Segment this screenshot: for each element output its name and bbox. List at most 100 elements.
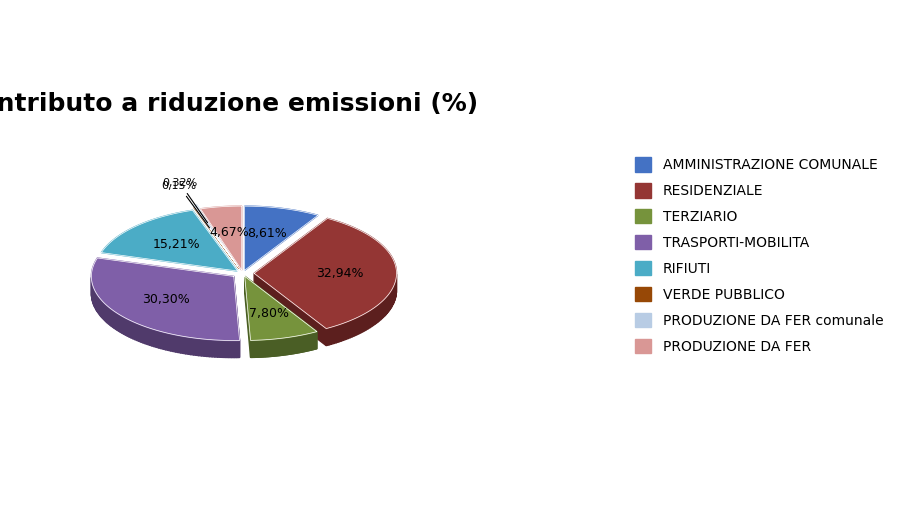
Polygon shape <box>135 322 137 340</box>
Text: 4,67%: 4,67% <box>209 225 249 239</box>
Polygon shape <box>254 273 326 345</box>
Polygon shape <box>200 206 241 270</box>
Polygon shape <box>103 301 104 319</box>
Polygon shape <box>126 318 127 336</box>
Polygon shape <box>371 309 373 327</box>
Polygon shape <box>360 315 362 333</box>
Text: 8,61%: 8,61% <box>247 227 287 240</box>
Polygon shape <box>118 314 120 332</box>
Text: 30,30%: 30,30% <box>143 293 190 307</box>
Polygon shape <box>376 305 377 323</box>
Polygon shape <box>175 335 178 353</box>
Polygon shape <box>188 337 191 355</box>
Title: Contributo a riduzione emissioni (%): Contributo a riduzione emissioni (%) <box>0 92 478 116</box>
Polygon shape <box>340 323 343 341</box>
Polygon shape <box>113 310 114 328</box>
Polygon shape <box>388 293 389 311</box>
Polygon shape <box>364 313 366 331</box>
Polygon shape <box>100 299 101 317</box>
Polygon shape <box>386 295 387 314</box>
Polygon shape <box>196 338 199 356</box>
Polygon shape <box>116 312 117 330</box>
Polygon shape <box>336 325 339 343</box>
Polygon shape <box>384 298 386 316</box>
Polygon shape <box>228 340 231 358</box>
Polygon shape <box>377 304 379 322</box>
Polygon shape <box>245 276 316 349</box>
Polygon shape <box>368 311 369 329</box>
Polygon shape <box>231 340 234 358</box>
Polygon shape <box>199 338 201 356</box>
Text: 7,80%: 7,80% <box>248 307 289 320</box>
Text: 15,21%: 15,21% <box>153 238 200 251</box>
Polygon shape <box>181 336 183 354</box>
Polygon shape <box>114 311 116 329</box>
Polygon shape <box>178 335 181 353</box>
Polygon shape <box>133 322 135 340</box>
Polygon shape <box>245 276 316 340</box>
Polygon shape <box>348 320 349 339</box>
Polygon shape <box>204 339 207 356</box>
Polygon shape <box>106 305 107 323</box>
Polygon shape <box>245 206 318 270</box>
Polygon shape <box>152 329 154 346</box>
Polygon shape <box>212 340 215 357</box>
Polygon shape <box>194 207 239 268</box>
Polygon shape <box>234 340 237 358</box>
Polygon shape <box>145 327 147 344</box>
Polygon shape <box>131 321 133 339</box>
Polygon shape <box>101 211 237 271</box>
Polygon shape <box>343 322 345 340</box>
Polygon shape <box>375 306 376 324</box>
Polygon shape <box>104 303 105 321</box>
Polygon shape <box>379 303 380 321</box>
Polygon shape <box>117 313 118 331</box>
Polygon shape <box>380 301 382 320</box>
Polygon shape <box>108 307 110 325</box>
Polygon shape <box>91 258 239 340</box>
Polygon shape <box>147 328 150 345</box>
Polygon shape <box>171 334 173 352</box>
Polygon shape <box>154 330 156 347</box>
Polygon shape <box>191 338 193 355</box>
Polygon shape <box>245 276 250 358</box>
Polygon shape <box>207 339 209 357</box>
Text: 0,15%: 0,15% <box>162 181 209 228</box>
Polygon shape <box>329 327 330 345</box>
Polygon shape <box>383 299 384 317</box>
Polygon shape <box>159 331 161 349</box>
Polygon shape <box>326 328 329 345</box>
Polygon shape <box>369 310 371 328</box>
Polygon shape <box>356 317 358 335</box>
Polygon shape <box>373 307 375 326</box>
Polygon shape <box>193 338 196 355</box>
Polygon shape <box>352 319 354 337</box>
Polygon shape <box>201 339 204 356</box>
Text: 32,94%: 32,94% <box>315 267 363 280</box>
Legend: AMMINISTRAZIONE COMUNALE, RESIDENZIALE, TERZIARIO, TRASPORTI-MOBILITA, RIFIUTI, : AMMINISTRAZIONE COMUNALE, RESIDENZIALE, … <box>634 157 882 354</box>
Polygon shape <box>226 340 228 358</box>
Polygon shape <box>173 334 175 352</box>
Polygon shape <box>163 332 165 350</box>
Polygon shape <box>156 330 159 348</box>
Polygon shape <box>183 336 186 354</box>
Polygon shape <box>110 308 111 326</box>
Polygon shape <box>186 337 188 354</box>
Polygon shape <box>254 218 396 329</box>
Polygon shape <box>339 324 340 342</box>
Polygon shape <box>345 321 348 339</box>
Polygon shape <box>124 317 126 335</box>
Polygon shape <box>122 316 124 334</box>
Polygon shape <box>234 276 239 358</box>
Polygon shape <box>161 332 163 349</box>
Polygon shape <box>129 320 131 338</box>
Polygon shape <box>237 340 239 358</box>
Polygon shape <box>209 339 212 357</box>
Polygon shape <box>127 319 129 337</box>
Polygon shape <box>165 333 168 351</box>
Polygon shape <box>382 300 383 318</box>
Polygon shape <box>366 312 368 330</box>
Text: 0,32%: 0,32% <box>163 178 208 223</box>
Polygon shape <box>220 340 223 357</box>
Polygon shape <box>349 320 352 338</box>
